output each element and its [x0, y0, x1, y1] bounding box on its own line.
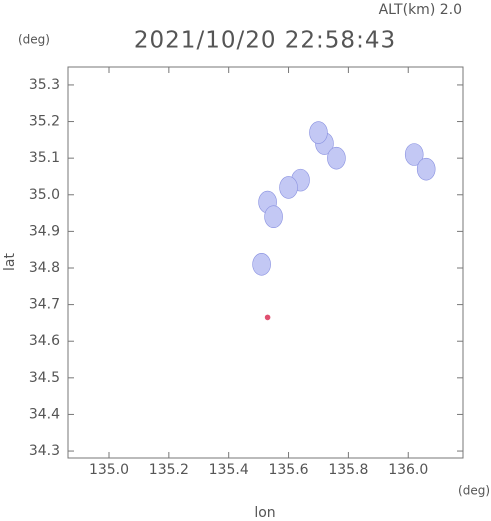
echo-region	[404, 143, 424, 166]
x-tick-label: 136.0	[388, 462, 428, 478]
y-tick-label: 34.3	[29, 443, 60, 459]
altitude-label: ALT(km) 2.0	[379, 2, 462, 18]
plot-frame	[67, 66, 464, 459]
x-unit: (deg)	[458, 484, 490, 498]
y-tick-label: 34.7	[29, 297, 60, 313]
echo-region	[252, 253, 271, 276]
y-tick-label: 34.6	[29, 333, 60, 349]
x-tick-label: 135.0	[89, 462, 129, 478]
y-tick-label: 34.5	[29, 370, 60, 386]
y-tick-label: 35.3	[29, 77, 60, 93]
echo-region	[264, 205, 283, 229]
chart-title: 2021/10/20 22:58:43	[134, 28, 396, 54]
y-tick-label: 34.9	[29, 223, 60, 239]
y-axis-label: lat	[2, 253, 18, 271]
echo-region	[279, 176, 298, 199]
y-tick-label: 35.1	[29, 150, 60, 166]
echo-region	[327, 146, 346, 170]
y-tick-label: 34.8	[29, 260, 60, 276]
echo-region	[264, 314, 271, 321]
y-unit: (deg)	[18, 33, 50, 47]
x-tick-label: 135.6	[268, 462, 308, 478]
x-tick-label: 135.4	[209, 462, 249, 478]
y-tick-label: 35.0	[29, 187, 60, 203]
x-tick-label: 135.2	[149, 462, 189, 478]
x-tick-label: 135.8	[328, 462, 368, 478]
echo-region	[309, 121, 328, 144]
echo-region	[416, 157, 436, 181]
y-tick-label: 35.2	[29, 114, 60, 130]
y-tick-label: 34.4	[29, 406, 60, 422]
x-axis-label: lon	[254, 505, 275, 521]
